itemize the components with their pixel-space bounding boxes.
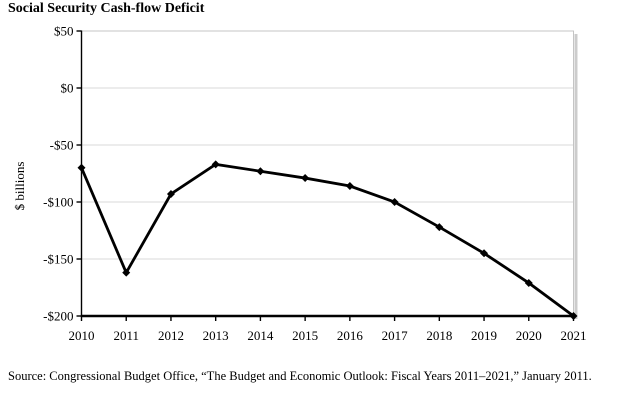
data-point-marker [256,167,265,176]
x-tick-label: 2011 [113,328,139,343]
chart-title: Social Security Cash-flow Deficit [8,1,205,16]
y-tick-label: $50 [54,24,74,39]
y-tick-labels: $50 $0 -$50 -$100 -$150 -$200 [43,24,73,324]
data-point-marker [211,160,220,169]
source-note: Source: Congressional Budget Office, “Th… [8,369,592,383]
data-point-marker [524,278,533,287]
y-tick-label: $0 [61,81,74,96]
y-axis [76,30,83,317]
y-tick-label: -$100 [43,195,73,210]
plot-border [81,30,574,316]
data-point-marker [301,174,310,183]
x-tick-label: 2016 [337,328,364,343]
gridlines [81,87,574,260]
series-line [80,162,575,318]
data-point-marker [345,182,354,191]
data-point-marker [569,312,578,320]
x-tick-label: 2013 [203,328,229,343]
data-point-marker [166,190,175,199]
x-tick-label: 2014 [247,328,274,343]
x-tick-labels: 2010 2011 2012 2013 2014 2015 2016 2017 2018 2019… [69,328,587,343]
y-tick-label: -$150 [43,252,73,267]
plot-shadow [574,34,578,319]
x-tick-label: 2010 [69,328,95,343]
data-point-marker [122,268,131,277]
data-point-markers [77,160,578,320]
x-tick-label: 2021 [561,328,587,343]
x-tick-label: 2018 [426,328,452,343]
data-point-marker [435,223,444,232]
x-tick-label: 2017 [382,328,409,343]
y-tick-label: -$200 [43,309,73,324]
x-tick-label: 2019 [471,328,497,343]
x-axis [80,314,576,321]
plot-area: $50 $0 -$50 -$100 -$150 -$200 2010 2011 2012 2013… [43,24,587,344]
x-tick-label: 2012 [158,328,184,343]
data-point-marker [390,198,399,206]
data-point-marker [480,249,489,258]
x-tick-label: 2015 [292,328,318,343]
data-point-marker [77,163,86,172]
x-tick-label: 2020 [516,328,542,343]
y-tick-label: -$50 [50,138,74,153]
